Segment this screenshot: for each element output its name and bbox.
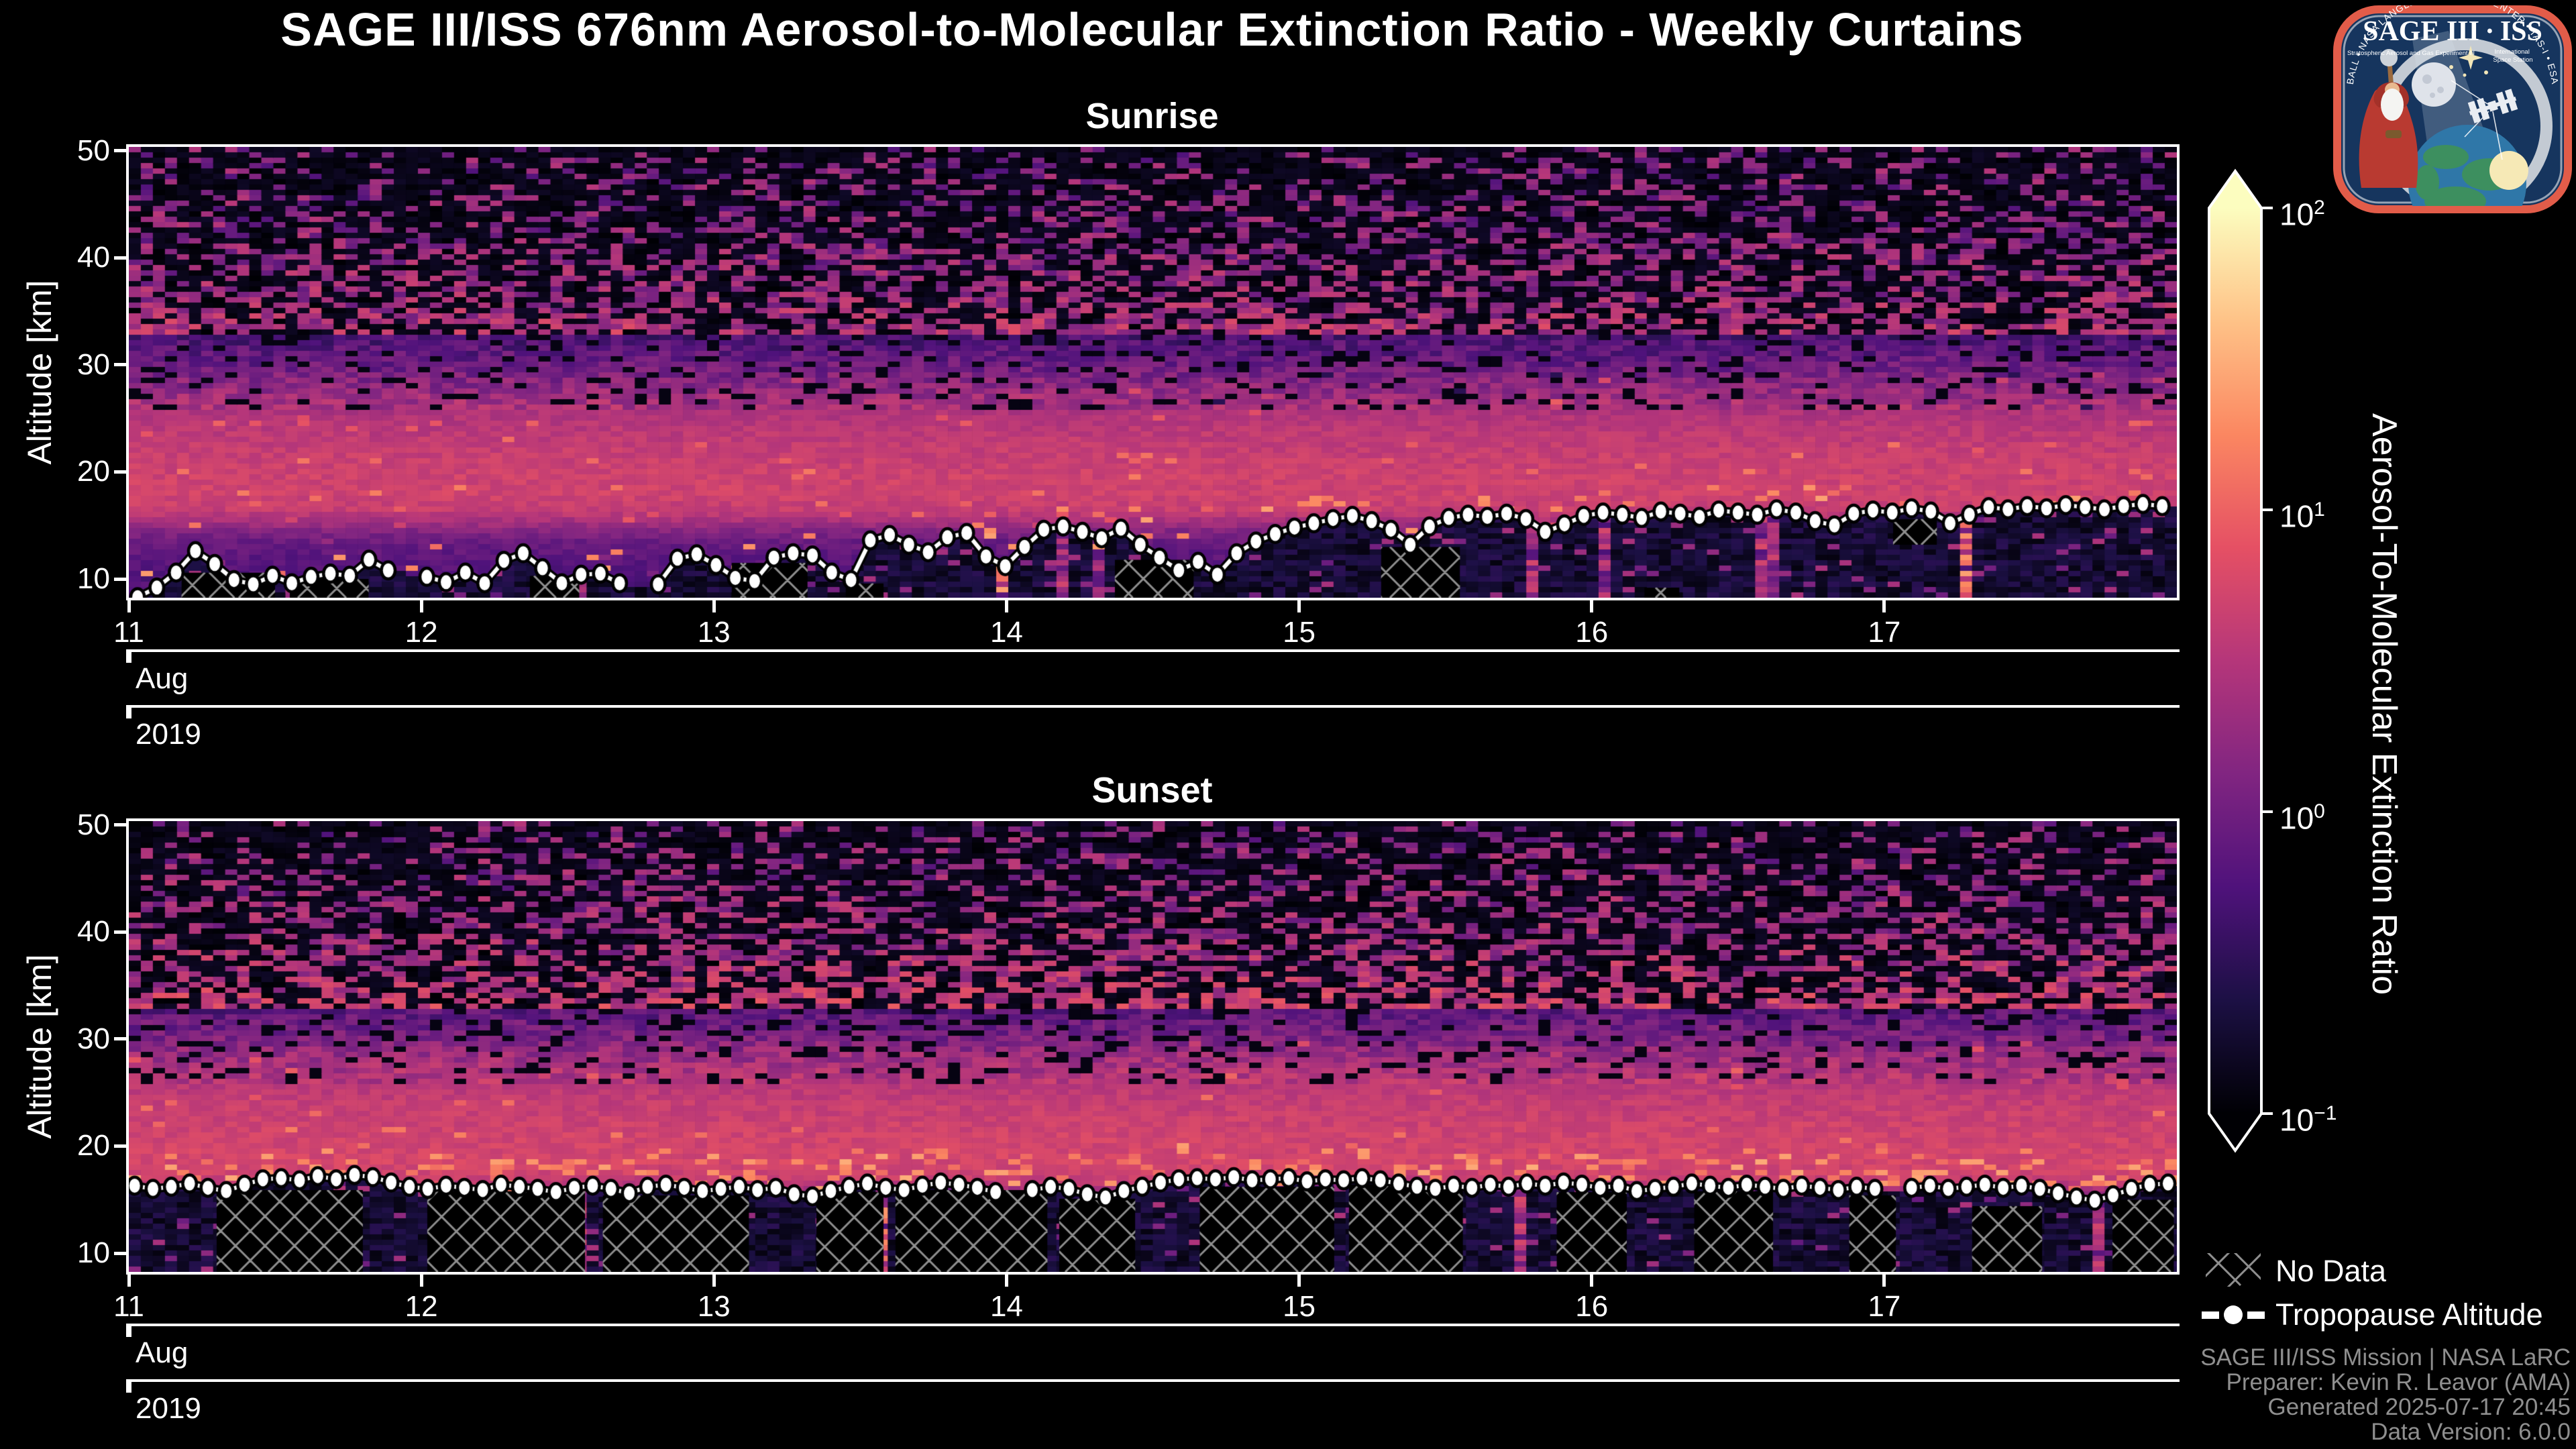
- x-tick-label: 14: [989, 1290, 1023, 1323]
- iss-spacecraft: [2467, 89, 2518, 123]
- sunrise-month-axis-line: [126, 649, 2180, 652]
- colorbar-tick-label: 101: [2279, 498, 2325, 534]
- x-tick-label: 15: [1283, 1290, 1316, 1323]
- sunrise-month-label: Aug: [136, 662, 189, 695]
- y-tick-label: 10: [77, 1236, 110, 1270]
- y-tick-label: 40: [77, 241, 110, 274]
- y-tick-label: 20: [77, 455, 110, 488]
- no-data-hatch-icon: [2206, 1253, 2261, 1287]
- sunrise-panel-title: Sunrise: [1085, 96, 1219, 136]
- x-tick-label: 14: [989, 616, 1023, 649]
- star-icon: [2449, 46, 2488, 77]
- sunrise-year-axis-line: [126, 705, 2180, 708]
- y-tick-label: 30: [77, 1022, 110, 1055]
- x-tick-label: 16: [1575, 1290, 1609, 1323]
- sunset-heatmap: [129, 821, 2177, 1272]
- legend-no-data-label: No Data: [2275, 1254, 2387, 1288]
- patch-subtitle-left: Stratospheric Aerosol and Gas Experiment…: [2347, 50, 2475, 57]
- x-tick-mark: [1882, 600, 1886, 612]
- x-tick-label: 12: [405, 1290, 438, 1323]
- colorbar-gradient-arrow: [2208, 168, 2263, 1153]
- legend-tropopause-label: Tropopause Altitude: [2275, 1297, 2543, 1332]
- y-tick-mark: [114, 256, 126, 260]
- y-tick-mark: [114, 1251, 126, 1255]
- x-tick-mark: [419, 600, 423, 612]
- x-tick-mark: [1590, 600, 1594, 612]
- colorbar-tick: [2261, 810, 2273, 813]
- sunrise-year-label: 2019: [136, 718, 201, 751]
- colorbar-axis-label: Aerosol-To-Molecular Extinction Ratio: [2365, 413, 2404, 996]
- y-tick-label: 50: [77, 133, 110, 167]
- x-tick-mark: [712, 1275, 716, 1287]
- sunset-month-axis-line: [126, 1324, 2180, 1326]
- attribution-footer: SAGE III/ISS Mission | NASA LaRC Prepare…: [1744, 1346, 2571, 1445]
- footer-line: Generated 2025-07-17 20:45: [2267, 1394, 2571, 1420]
- patch-title: SAGE III · ISS: [2363, 16, 2542, 47]
- patch-subtitle-right: International Space Station: [2493, 48, 2532, 64]
- y-tick-label: 40: [77, 915, 110, 949]
- x-tick-mark: [1882, 1275, 1886, 1287]
- y-tick-mark: [114, 1144, 126, 1148]
- y-tick-label: 30: [77, 347, 110, 381]
- y-tick-mark: [114, 470, 126, 474]
- colorbar: [2208, 168, 2263, 1153]
- x-tick-mark: [1297, 1275, 1301, 1287]
- x-tick-label: 13: [697, 616, 731, 649]
- y-tick-mark: [114, 149, 126, 153]
- page-title: SAGE III/ISS 676nm Aerosol-to-Molecular …: [280, 3, 2024, 56]
- y-tick-label: 10: [77, 562, 110, 596]
- sunrise-month-axis-tick: [126, 652, 131, 663]
- x-tick-mark: [419, 1275, 423, 1287]
- y-tick-label: 50: [77, 808, 110, 841]
- x-tick-label: 17: [1868, 616, 1901, 649]
- x-tick-mark: [127, 1275, 131, 1287]
- y-tick-label: 20: [77, 1129, 110, 1163]
- x-tick-label: 13: [697, 1290, 731, 1323]
- y-tick-mark: [114, 363, 126, 367]
- x-tick-label: 15: [1283, 616, 1316, 649]
- footer-line: Data Version: 6.0.0: [2371, 1419, 2571, 1445]
- sunset-year-label: 2019: [136, 1392, 201, 1425]
- colorbar-tick-label: 102: [2279, 197, 2325, 232]
- y-tick-mark: [114, 1037, 126, 1041]
- y-tick-mark: [114, 577, 126, 581]
- x-tick-label: 11: [113, 616, 144, 649]
- x-tick-label: 16: [1575, 616, 1609, 649]
- sunset-year-axis-tick: [126, 1382, 131, 1393]
- sunset-panel-title: Sunset: [1091, 770, 1213, 810]
- x-tick-mark: [1004, 600, 1008, 612]
- wizard-figure: [2359, 49, 2418, 188]
- x-tick-label: 11: [113, 1290, 144, 1323]
- footer-line: Preparer: Kevin R. Leavor (AMA): [2226, 1369, 2571, 1395]
- x-tick-mark: [712, 600, 716, 612]
- sage-iss-mission-patch-logo: SAGE III · ISS Stratospheric Aerosol and…: [2333, 5, 2572, 213]
- tropopause-line-icon: [2202, 1305, 2265, 1324]
- colorbar-tick: [2261, 1112, 2273, 1115]
- sunrise-year-axis-tick: [126, 708, 131, 718]
- colorbar-tick: [2261, 508, 2273, 511]
- sunset-month-axis-tick: [126, 1326, 131, 1337]
- colorbar-tick-label: 100: [2279, 800, 2325, 836]
- sun: [2489, 151, 2528, 190]
- y-tick-mark: [114, 823, 126, 827]
- sunset-month-label: Aug: [136, 1336, 189, 1369]
- y-tick-mark: [114, 930, 126, 934]
- moon: [2412, 62, 2456, 107]
- colorbar-tick: [2261, 207, 2273, 209]
- x-tick-mark: [1590, 1275, 1594, 1287]
- footer-line: SAGE III/ISS Mission | NASA LaRC: [2200, 1344, 2571, 1371]
- x-tick-mark: [1004, 1275, 1008, 1287]
- x-tick-mark: [127, 600, 131, 612]
- x-tick-mark: [1297, 600, 1301, 612]
- x-tick-label: 17: [1868, 1290, 1901, 1323]
- sunset-year-axis-line: [126, 1379, 2180, 1382]
- x-tick-label: 12: [405, 616, 438, 649]
- sunrise-heatmap: [129, 147, 2177, 598]
- colorbar-tick-label: 10−1: [2279, 1102, 2337, 1138]
